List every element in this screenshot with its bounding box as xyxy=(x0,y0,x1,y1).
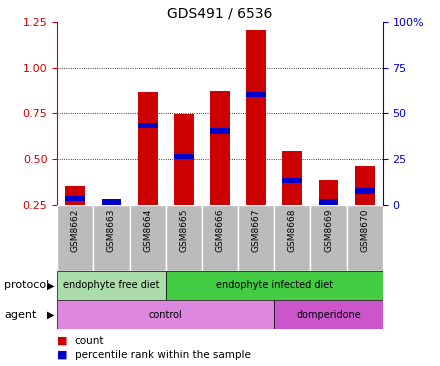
Text: GSM8667: GSM8667 xyxy=(252,208,260,252)
Text: GSM8664: GSM8664 xyxy=(143,208,152,252)
Text: GSM8666: GSM8666 xyxy=(216,208,224,252)
Bar xyxy=(311,205,347,271)
Bar xyxy=(238,205,274,271)
Text: ▶: ▶ xyxy=(47,280,55,291)
Text: ■: ■ xyxy=(57,350,68,360)
Text: GSM8665: GSM8665 xyxy=(180,208,188,252)
Bar xyxy=(138,123,158,128)
Bar xyxy=(282,151,302,205)
Bar xyxy=(355,188,375,194)
Bar xyxy=(174,115,194,205)
Bar xyxy=(66,196,85,201)
Bar xyxy=(166,205,202,271)
Bar xyxy=(319,180,338,205)
Title: GDS491 / 6536: GDS491 / 6536 xyxy=(167,7,273,21)
Text: domperidone: domperidone xyxy=(296,310,361,320)
Bar xyxy=(246,30,266,205)
Text: percentile rank within the sample: percentile rank within the sample xyxy=(75,350,251,360)
Text: GSM8662: GSM8662 xyxy=(71,208,80,252)
Bar xyxy=(166,271,383,300)
Text: control: control xyxy=(149,310,183,320)
Bar xyxy=(246,92,266,97)
Text: endophyte infected diet: endophyte infected diet xyxy=(216,280,333,291)
Bar xyxy=(57,205,93,271)
Text: agent: agent xyxy=(4,310,37,320)
Bar xyxy=(347,205,383,271)
Text: protocol: protocol xyxy=(4,280,50,291)
Bar xyxy=(210,128,230,134)
Text: count: count xyxy=(75,336,104,346)
Text: GSM8669: GSM8669 xyxy=(324,208,333,252)
Bar xyxy=(202,205,238,271)
Bar xyxy=(102,199,121,205)
Bar xyxy=(274,300,383,329)
Bar xyxy=(274,205,311,271)
Bar xyxy=(210,91,230,205)
Text: GSM8670: GSM8670 xyxy=(360,208,369,252)
Text: ■: ■ xyxy=(57,336,68,346)
Bar xyxy=(102,198,121,205)
Bar xyxy=(57,271,166,300)
Text: endophyte free diet: endophyte free diet xyxy=(63,280,160,291)
Bar xyxy=(282,178,302,183)
Bar xyxy=(138,93,158,205)
Bar xyxy=(355,165,375,205)
Text: GSM8668: GSM8668 xyxy=(288,208,297,252)
Bar xyxy=(66,186,85,205)
Bar xyxy=(319,199,338,205)
Text: ▶: ▶ xyxy=(47,310,55,320)
Text: GSM8663: GSM8663 xyxy=(107,208,116,252)
Bar xyxy=(57,300,274,329)
Bar xyxy=(129,205,166,271)
Bar xyxy=(174,154,194,159)
Bar xyxy=(93,205,129,271)
